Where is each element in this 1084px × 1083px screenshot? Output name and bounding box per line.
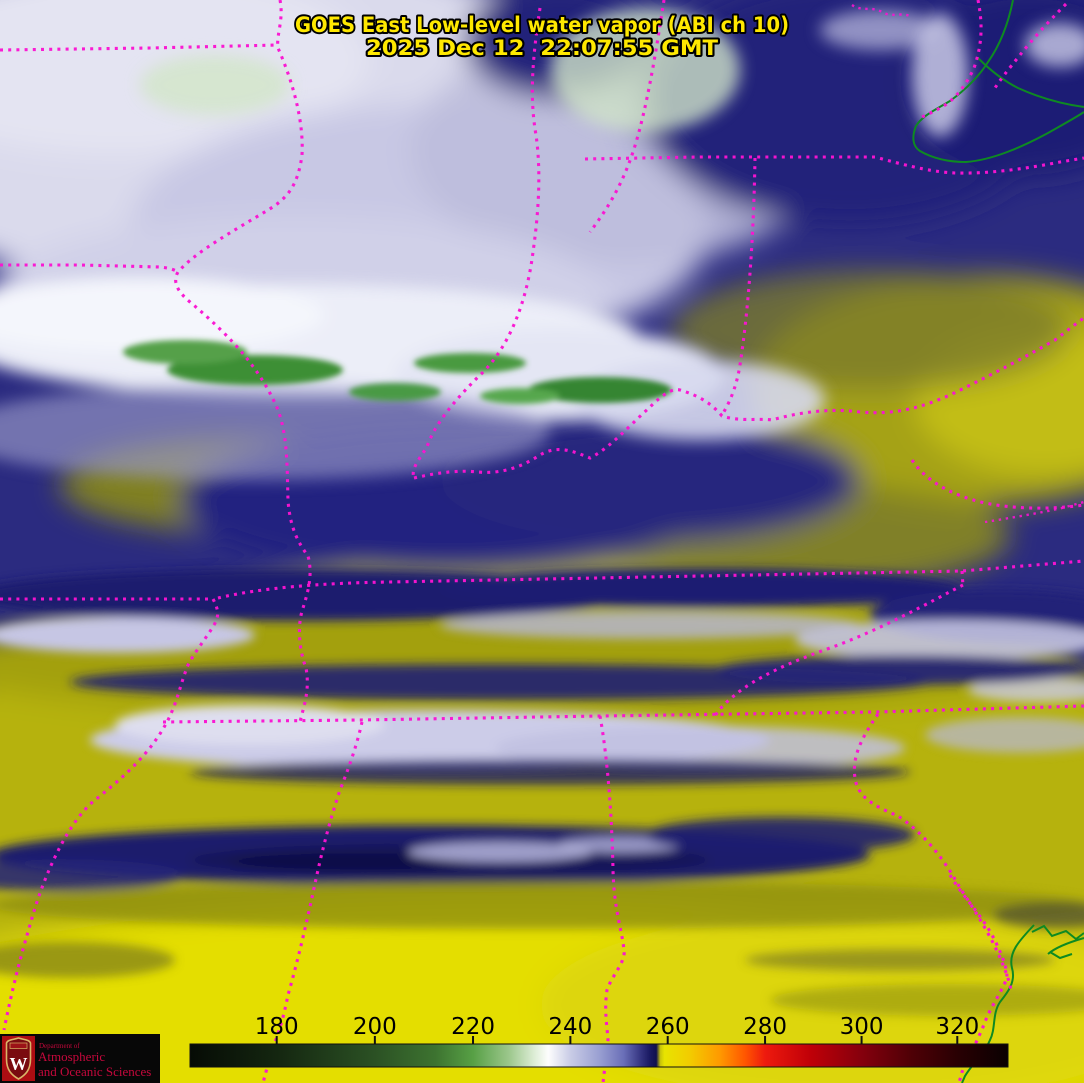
border-tn-nc (712, 583, 964, 719)
border-ms-al (261, 721, 364, 1083)
colorbar-tick-label: 240 (548, 1014, 592, 1040)
colorbar-ticks (275, 1036, 959, 1044)
border-ky-tn (217, 559, 1084, 600)
border-coastal (948, 874, 1009, 1083)
aos-logo: W Department of Atmospheric and Oceanic … (0, 1034, 160, 1083)
logo-dept-line: Department of (39, 1042, 80, 1050)
lake-erie-coastline (912, 0, 1084, 164)
border-lake-stclair (919, 0, 983, 120)
colorbar-tick-label: 280 (743, 1014, 787, 1040)
border-ky-va (910, 459, 1084, 510)
border-mississippi-river (174, 0, 312, 723)
uw-crest-icon: W (5, 1037, 32, 1080)
page-title: GOES East Low-level water vapor (ABI ch … (295, 13, 789, 37)
border-mi-in-oh (584, 155, 1084, 175)
logo-name-line2: and Oceanic Sciences (38, 1064, 151, 1079)
timestamp: 2025 Dec 12 22:07:55 GMT (366, 36, 719, 60)
border-il-in (411, 7, 542, 479)
colorbar-tick-label: 200 (353, 1014, 397, 1040)
border-wi-il (0, 43, 279, 52)
border-ga-sc (852, 713, 1013, 991)
colorbar-labels: 180 200 220 240 260 280 300 320 (255, 1014, 979, 1040)
border-ar-diagonal (2, 598, 220, 1031)
border-in-oh (720, 157, 757, 416)
colorbar-gradient (189, 1043, 1009, 1068)
colorbar-tick-label: 300 (840, 1014, 884, 1040)
header: GOES East Low-level water vapor (ABI ch … (293, 11, 791, 62)
border-va-nc (984, 500, 1084, 524)
border-mi-shore-stub (588, 0, 666, 233)
border-canada-diagonal (993, 2, 1068, 89)
colorbar-tick-label: 220 (451, 1014, 495, 1040)
colorbar-tick-label: 320 (935, 1014, 979, 1040)
colorbar-tick-label: 260 (646, 1014, 690, 1040)
coastal-estuaries (1031, 924, 1084, 960)
border-al-ga (598, 715, 626, 1083)
lake-erie-north-shore (977, 57, 1084, 108)
uw-monogram: W (10, 1054, 28, 1074)
colorbar: 180 200 220 240 260 280 300 320 (189, 1014, 1009, 1068)
logo-name-line1: Atmospheric (38, 1049, 105, 1064)
colorbar-tick-label: 180 (255, 1014, 299, 1040)
border-ohio-river (413, 316, 1084, 480)
